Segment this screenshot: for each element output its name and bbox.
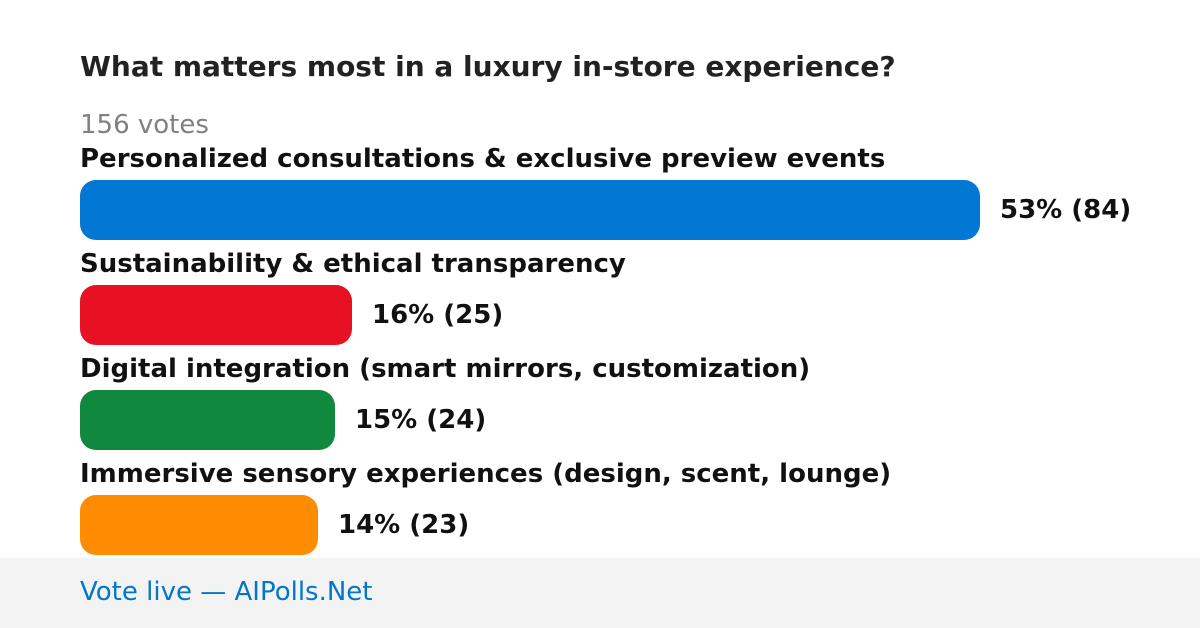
option-label: Sustainability & ethical transparency bbox=[80, 249, 626, 279]
result-bar bbox=[80, 495, 318, 555]
result-bar bbox=[80, 180, 980, 240]
vote-count: 156 votes bbox=[80, 110, 209, 140]
vote-live-link[interactable]: Vote live — AIPolls.Net bbox=[80, 577, 373, 607]
poll-title: What matters most in a luxury in-store e… bbox=[80, 50, 896, 83]
footer: Vote live — AIPolls.Net bbox=[0, 558, 1200, 628]
result-value-label: 15% (24) bbox=[355, 405, 487, 435]
option-label: Immersive sensory experiences (design, s… bbox=[80, 459, 892, 489]
result-value-label: 14% (23) bbox=[338, 510, 470, 540]
option-label: Personalized consultations & exclusive p… bbox=[80, 144, 886, 174]
result-bar bbox=[80, 390, 335, 450]
result-value-label: 16% (25) bbox=[372, 300, 504, 330]
result-bar bbox=[80, 285, 352, 345]
poll-results-chart: Personalized consultations & exclusive p… bbox=[80, 144, 1132, 555]
result-value-label: 53% (84) bbox=[1000, 195, 1132, 225]
option-label: Digital integration (smart mirrors, cust… bbox=[80, 354, 811, 384]
